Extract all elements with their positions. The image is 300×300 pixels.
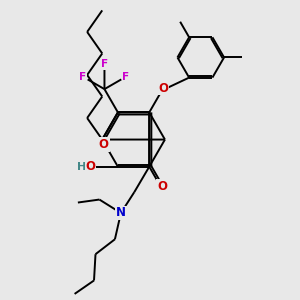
Text: O: O (158, 82, 168, 94)
Text: O: O (99, 138, 109, 152)
Text: F: F (80, 72, 87, 82)
Text: H: H (77, 162, 86, 172)
Text: F: F (122, 72, 130, 82)
Text: N: N (116, 206, 126, 220)
Text: O: O (85, 160, 95, 173)
Text: O: O (157, 180, 167, 193)
Text: F: F (101, 59, 108, 69)
